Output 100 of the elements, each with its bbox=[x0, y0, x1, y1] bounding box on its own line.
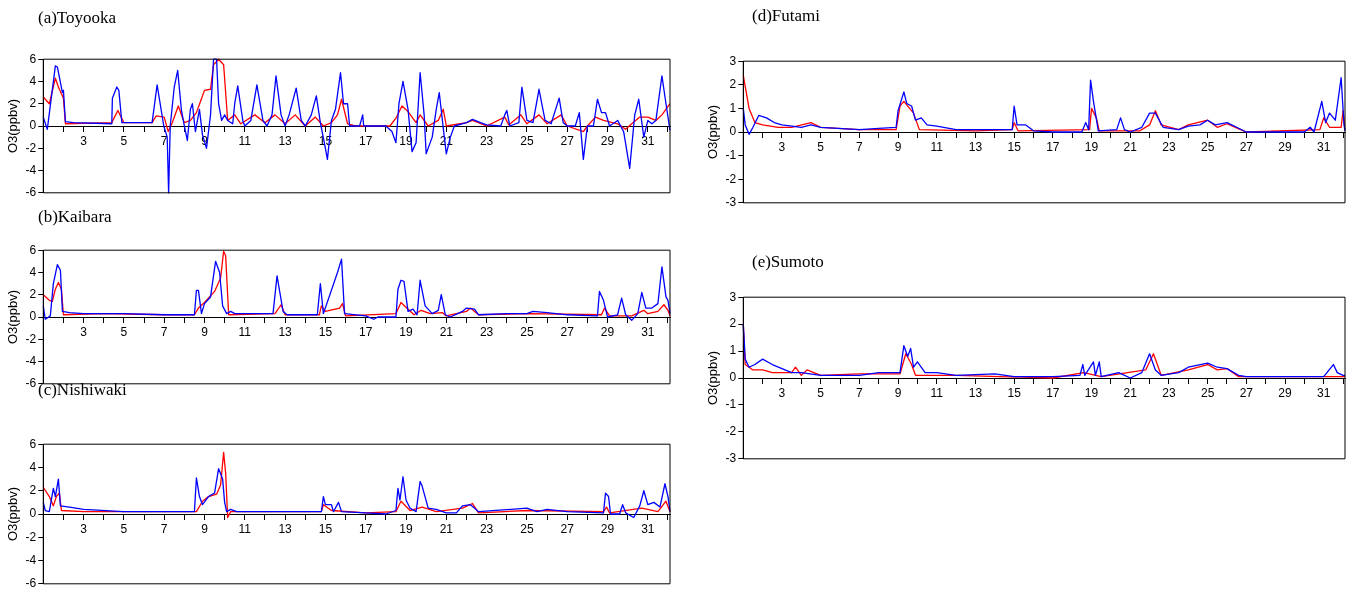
x-tick-label: 31 bbox=[641, 133, 655, 148]
y-tick-label: -4 bbox=[25, 162, 37, 177]
x-tick-label: 5 bbox=[120, 133, 128, 148]
y-tick-label: 1 bbox=[729, 100, 737, 115]
y-tick-label: 4 bbox=[29, 73, 37, 88]
x-tick-label: 3 bbox=[80, 133, 88, 148]
x-tick-label: 25 bbox=[520, 324, 534, 339]
x-tick-label: 3 bbox=[778, 139, 786, 154]
x-tick-label: 29 bbox=[1278, 139, 1293, 154]
y-tick-label: -6 bbox=[25, 576, 37, 591]
y-tick-label: -1 bbox=[725, 147, 737, 162]
x-tick-label: 17 bbox=[1046, 385, 1060, 400]
x-tick-label: 25 bbox=[520, 521, 534, 536]
chart-title: (b)Kaibara bbox=[38, 207, 112, 227]
x-tick-label: 17 bbox=[1046, 139, 1060, 154]
x-tick-label: 15 bbox=[318, 521, 333, 536]
x-tick-label: 19 bbox=[399, 324, 413, 339]
y-axis-title: O3(ppbv) bbox=[5, 289, 21, 345]
y-tick-label: 2 bbox=[729, 316, 737, 331]
y-axis-title: O3(ppbv) bbox=[5, 486, 21, 542]
x-tick-label: 13 bbox=[968, 139, 983, 154]
x-tick-label: 23 bbox=[1162, 139, 1176, 154]
x-tick-label: 21 bbox=[1123, 139, 1138, 154]
x-tick-label: 9 bbox=[201, 521, 209, 536]
x-tick-label: 11 bbox=[238, 521, 252, 536]
y-tick-label: 2 bbox=[29, 483, 37, 498]
x-tick-label: 11 bbox=[238, 324, 252, 339]
y-tick-label: -3 bbox=[725, 451, 737, 466]
y-tick-label: 0 bbox=[729, 370, 737, 385]
x-tick-label: 13 bbox=[278, 521, 293, 536]
y-tick-label: -2 bbox=[725, 171, 737, 186]
x-tick-label: 3 bbox=[80, 324, 88, 339]
x-tick-label: 27 bbox=[560, 324, 575, 339]
x-tick-label: 31 bbox=[1317, 139, 1331, 154]
x-tick-label: 7 bbox=[160, 133, 168, 148]
y-tick-label: -2 bbox=[25, 140, 37, 155]
x-tick-label: 23 bbox=[479, 133, 494, 148]
y-tick-label: 2 bbox=[29, 96, 37, 111]
y-tick-label: 3 bbox=[729, 289, 737, 304]
y-tick-label: 2 bbox=[29, 287, 37, 302]
y-tick-label: 6 bbox=[29, 242, 37, 257]
chart-title: (a)Toyooka bbox=[38, 8, 117, 28]
x-tick-label: 23 bbox=[479, 521, 494, 536]
x-tick-label: 9 bbox=[894, 139, 902, 154]
x-tick-label: 29 bbox=[600, 133, 615, 148]
x-tick-label: 11 bbox=[930, 385, 944, 400]
x-tick-label: 25 bbox=[1200, 139, 1215, 154]
x-tick-label: 11 bbox=[930, 139, 944, 154]
x-tick-label: 9 bbox=[894, 385, 902, 400]
x-tick-label: 29 bbox=[600, 324, 615, 339]
x-tick-label: 13 bbox=[278, 133, 293, 148]
x-tick-label: 11 bbox=[238, 133, 252, 148]
x-tick-label: 23 bbox=[479, 324, 494, 339]
y-axis-title: O3(ppbv) bbox=[705, 350, 721, 406]
y-axis-title: O3(ppbv) bbox=[705, 104, 721, 160]
y-tick-label: -3 bbox=[725, 195, 737, 210]
x-tick-label: 19 bbox=[1084, 385, 1099, 400]
x-tick-label: 5 bbox=[120, 521, 128, 536]
y-tick-label: 4 bbox=[29, 459, 37, 474]
x-tick-label: 27 bbox=[560, 521, 575, 536]
x-tick-label: 23 bbox=[1162, 385, 1176, 400]
y-tick-label: 0 bbox=[29, 309, 37, 324]
y-tick-label: 4 bbox=[29, 264, 37, 279]
x-tick-label: 19 bbox=[399, 521, 413, 536]
x-tick-label: 25 bbox=[1200, 385, 1215, 400]
x-tick-label: 13 bbox=[278, 324, 293, 339]
x-tick-label: 7 bbox=[160, 324, 168, 339]
y-tick-label: 6 bbox=[29, 436, 37, 451]
y-tick-label: 0 bbox=[29, 118, 37, 133]
x-tick-label: 21 bbox=[439, 324, 454, 339]
y-tick-label: -2 bbox=[25, 331, 37, 346]
x-tick-label: 7 bbox=[856, 385, 864, 400]
x-tick-label: 15 bbox=[318, 324, 333, 339]
x-tick-label: 7 bbox=[160, 521, 168, 536]
x-tick-label: 27 bbox=[1239, 385, 1254, 400]
x-tick-label: 27 bbox=[560, 133, 575, 148]
y-tick-label: 6 bbox=[29, 51, 37, 66]
x-tick-label: 17 bbox=[359, 324, 373, 339]
y-tick-label: 3 bbox=[729, 53, 737, 68]
x-tick-label: 3 bbox=[80, 521, 88, 536]
x-tick-label: 21 bbox=[439, 521, 454, 536]
x-tick-label: 7 bbox=[856, 139, 864, 154]
x-tick-label: 31 bbox=[641, 324, 655, 339]
y-tick-label: -6 bbox=[25, 376, 37, 391]
x-tick-label: 31 bbox=[1317, 385, 1331, 400]
y-tick-label: -2 bbox=[25, 529, 37, 544]
y-tick-label: 0 bbox=[29, 506, 37, 521]
chart-title: (d)Futami bbox=[752, 6, 820, 26]
y-tick-label: 1 bbox=[729, 343, 737, 358]
y-tick-label: 2 bbox=[729, 77, 737, 92]
x-tick-label: 9 bbox=[201, 324, 209, 339]
y-tick-label: -2 bbox=[725, 424, 737, 439]
x-tick-label: 17 bbox=[359, 133, 373, 148]
x-tick-label: 29 bbox=[1278, 385, 1293, 400]
y-tick-label: 0 bbox=[729, 124, 737, 139]
x-tick-label: 31 bbox=[641, 521, 655, 536]
y-tick-label: -4 bbox=[25, 552, 37, 567]
y-tick-label: -6 bbox=[25, 185, 37, 200]
x-tick-label: 5 bbox=[120, 324, 128, 339]
x-tick-label: 19 bbox=[1084, 139, 1099, 154]
